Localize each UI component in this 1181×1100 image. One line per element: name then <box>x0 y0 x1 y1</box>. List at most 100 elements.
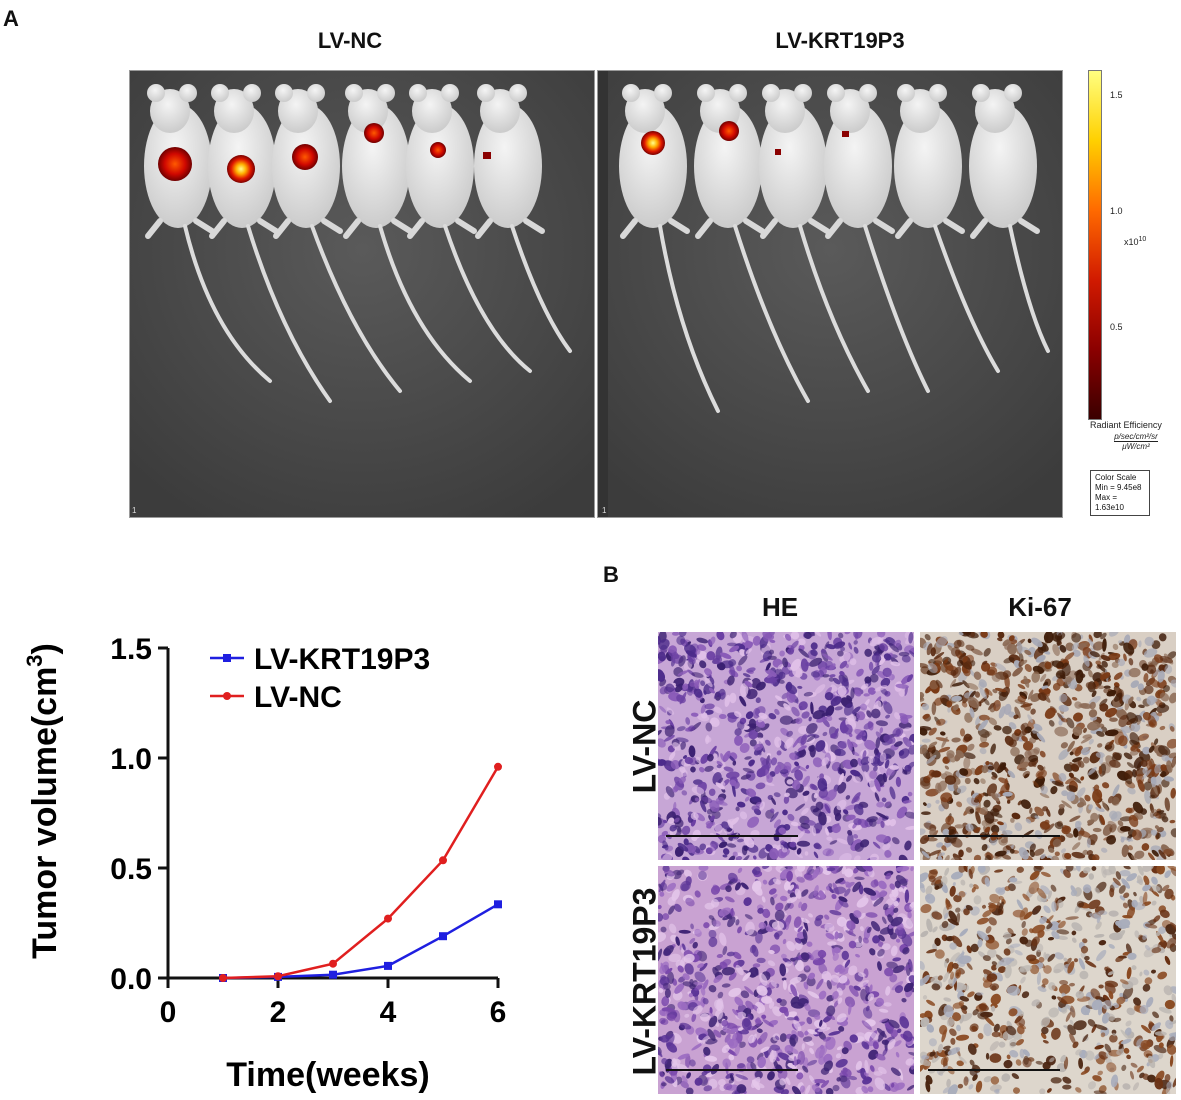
stained-nucleus <box>1050 786 1058 795</box>
stained-nucleus <box>875 720 888 727</box>
stained-nucleus <box>989 1041 1000 1051</box>
stained-nucleus <box>721 967 735 976</box>
y-tick-label: 0.0 <box>110 963 152 996</box>
stained-nucleus <box>1128 667 1141 678</box>
stained-nucleus <box>1074 670 1082 676</box>
stained-nucleus <box>1166 738 1176 749</box>
stained-nucleus <box>1046 808 1051 817</box>
stained-nucleus <box>968 868 973 879</box>
x-tick-label: 0 <box>160 996 177 1029</box>
stained-nucleus <box>1067 740 1075 752</box>
stained-nucleus <box>761 1014 767 1020</box>
stained-nucleus <box>730 1028 740 1033</box>
stained-nucleus <box>755 931 763 944</box>
stained-nucleus <box>658 636 661 645</box>
stained-nucleus <box>877 632 886 638</box>
stained-nucleus <box>974 793 985 800</box>
data-point-lv-nc <box>329 959 337 968</box>
stained-nucleus <box>907 791 913 797</box>
stained-nucleus <box>894 712 901 720</box>
stained-nucleus <box>1160 771 1167 778</box>
stained-nucleus <box>805 662 811 667</box>
stained-nucleus <box>1126 906 1136 919</box>
stained-nucleus <box>1017 695 1026 703</box>
stained-nucleus <box>1106 835 1117 845</box>
stained-nucleus <box>1072 649 1081 657</box>
stained-nucleus <box>920 1013 927 1019</box>
stained-nucleus <box>859 926 864 932</box>
stained-nucleus <box>768 949 775 955</box>
x-axis-label: Time(weeks) <box>226 1056 429 1094</box>
stained-nucleus <box>786 941 796 951</box>
stained-nucleus <box>1154 825 1160 830</box>
stained-nucleus <box>738 1041 746 1048</box>
stained-nucleus <box>735 919 740 926</box>
stained-nucleus <box>707 753 714 762</box>
stained-nucleus <box>1058 704 1069 712</box>
stained-nucleus <box>966 962 973 970</box>
stained-nucleus <box>1071 632 1082 643</box>
stained-nucleus <box>737 926 742 934</box>
stained-nucleus <box>693 981 705 986</box>
panel-a-letter: A <box>3 6 19 31</box>
stained-nucleus <box>852 881 862 893</box>
stained-nucleus <box>756 732 764 739</box>
stained-nucleus <box>970 660 976 667</box>
stained-nucleus <box>795 717 803 725</box>
stained-nucleus <box>681 790 688 796</box>
stained-nucleus <box>986 973 998 982</box>
stained-nucleus <box>790 765 801 774</box>
stained-nucleus <box>994 869 1004 873</box>
data-point-lv-krt19p3 <box>439 932 447 941</box>
stained-nucleus <box>1136 875 1144 886</box>
stained-nucleus <box>1009 848 1015 854</box>
stained-nucleus <box>794 761 800 767</box>
stained-nucleus <box>790 996 800 1005</box>
stained-nucleus <box>1006 799 1011 804</box>
stained-nucleus <box>884 907 894 916</box>
stained-nucleus <box>739 695 747 707</box>
stained-nucleus <box>1080 736 1093 744</box>
stained-nucleus <box>705 722 713 732</box>
stained-nucleus <box>977 939 983 948</box>
stained-nucleus <box>946 961 954 974</box>
stained-nucleus <box>993 1023 1000 1033</box>
stained-nucleus <box>780 895 788 902</box>
stained-nucleus <box>950 952 960 963</box>
stained-nucleus <box>1141 663 1149 671</box>
stained-nucleus <box>1139 895 1144 904</box>
stained-nucleus <box>1155 931 1161 937</box>
stained-nucleus <box>982 909 993 918</box>
stained-nucleus <box>820 1080 830 1088</box>
stained-nucleus <box>1017 683 1026 690</box>
stained-nucleus <box>1051 660 1065 669</box>
stained-nucleus <box>1116 1048 1126 1056</box>
stained-nucleus <box>807 1059 818 1066</box>
stained-nucleus <box>802 1065 809 1073</box>
stained-nucleus <box>1023 1055 1029 1065</box>
stained-nucleus <box>989 983 1000 991</box>
stained-nucleus <box>721 983 731 988</box>
stained-nucleus <box>1065 866 1074 872</box>
stained-nucleus <box>766 753 771 757</box>
stained-nucleus <box>883 903 889 911</box>
stained-nucleus <box>1157 971 1168 980</box>
stained-nucleus <box>747 816 760 828</box>
stained-nucleus <box>1035 1060 1043 1065</box>
stained-nucleus <box>796 876 805 883</box>
stained-nucleus <box>853 804 864 816</box>
series-line-lv-nc <box>222 766 500 980</box>
stained-nucleus <box>1079 797 1087 806</box>
stained-nucleus <box>903 963 912 971</box>
stained-nucleus <box>681 1075 688 1084</box>
stained-nucleus <box>803 632 812 640</box>
stained-nucleus <box>1103 688 1109 694</box>
stained-nucleus <box>999 762 1006 770</box>
stained-nucleus <box>862 937 869 944</box>
stained-nucleus <box>734 728 742 736</box>
stained-nucleus <box>781 1089 789 1094</box>
stained-nucleus <box>986 783 998 797</box>
stained-nucleus <box>767 1071 775 1081</box>
stained-nucleus <box>1046 1088 1052 1093</box>
stained-nucleus <box>1035 654 1046 663</box>
